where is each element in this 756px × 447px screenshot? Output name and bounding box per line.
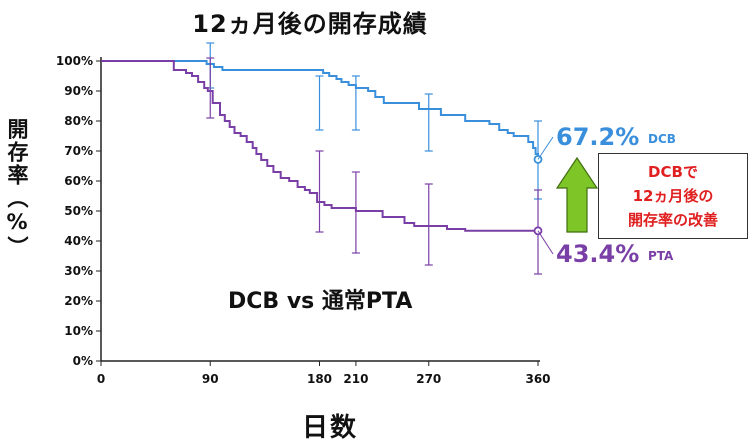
x-tick-label: 270: [416, 372, 441, 386]
y-tick-label: 40%: [64, 234, 93, 248]
y-tick-label: 100%: [56, 54, 93, 68]
end-connector-dcb: [537, 136, 554, 160]
comparison-annotation: DCB vs 通常PTA: [228, 288, 412, 314]
end-name-pta: PTA: [648, 249, 674, 263]
y-tick-label: 30%: [64, 264, 93, 278]
x-tick-label: 0: [97, 372, 105, 386]
x-tick-label: 360: [525, 372, 550, 386]
axes: 0% 10% 20% 30% 40% 50% 60% 70% 80% 90% 100% 0 90 180 2…: [56, 54, 551, 386]
y-tick-label: 80%: [64, 114, 93, 128]
end-connector-pta: [537, 230, 554, 255]
callout-line-3: 開存率の改善: [627, 211, 718, 229]
series-line-dcb: [101, 60, 539, 160]
y-tick-label: 70%: [64, 144, 93, 158]
x-tick-label: 90: [202, 372, 219, 386]
callout-line-2: 12ヵ月後の: [632, 187, 714, 205]
x-axis-label: 日数: [301, 413, 358, 443]
end-value-pta: 43.4%: [556, 240, 639, 268]
improvement-arrow: [555, 156, 599, 233]
chart-title: 12ヵ月後の開存成績: [192, 10, 428, 38]
end-value-dcb: 67.2%: [556, 123, 639, 151]
callout-line-1: DCBで: [648, 163, 698, 181]
up-arrow-shape: [555, 156, 599, 233]
callout-box: DCBで 12ヵ月後の 開存率の改善: [598, 153, 748, 239]
y-tick-label: 10%: [64, 324, 93, 338]
y-tick-label: 20%: [64, 294, 93, 308]
y-tick-label: 90%: [64, 84, 93, 98]
end-name-dcb: DCB: [648, 132, 676, 146]
series-layer: 67.2% DCB 43.4% PTA: [101, 42, 676, 275]
y-tick-label: 0%: [73, 354, 93, 368]
x-tick-label: 210: [343, 372, 368, 386]
x-tick-label: 180: [307, 372, 332, 386]
y-axis-label: 開存率（%）: [5, 118, 29, 259]
y-tick-label: 60%: [64, 174, 93, 188]
y-tick-label: 50%: [64, 204, 93, 218]
series-line-pta: [101, 60, 538, 232]
